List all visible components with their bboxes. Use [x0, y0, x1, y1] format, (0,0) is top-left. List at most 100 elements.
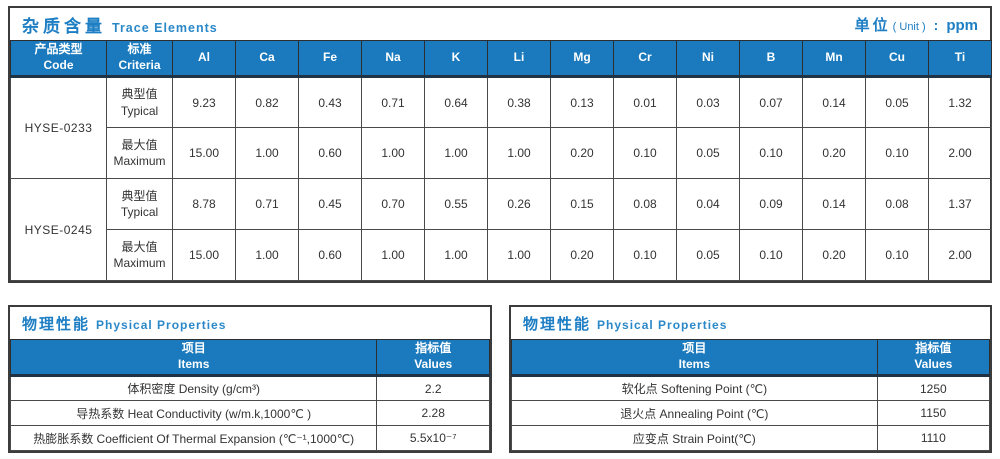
- table-row: HYSE-0233 典型值 Typical 9.23 0.82 0.43 0.71 0.64 0…: [10, 76, 992, 179]
- trace-value-cell: 0.10: [739, 229, 803, 281]
- trace-value-cell: 0.08: [865, 178, 929, 230]
- trace-value-cell: 0.20: [802, 127, 866, 179]
- element-column-header: Cr: [613, 40, 677, 78]
- trace-title-band: 杂质含量 Trace Elements 单位 ( Unit ) : ppm: [10, 8, 990, 40]
- physical-properties-grid-left: 项目 Items 指标值 Values 体积密度 Density (g/cm³)…: [9, 339, 490, 451]
- element-column-header: K: [424, 40, 488, 78]
- unit-label: 单位 ( Unit ) : ppm: [855, 14, 978, 35]
- trace-value-cell: 0.05: [676, 229, 740, 281]
- criteria-cell: 典型值 Typical: [106, 178, 173, 230]
- criteria-cn: 典型值: [121, 87, 158, 102]
- table-row: 软化点 Softening Point (℃) 1250: [511, 375, 991, 401]
- trace-value-cell: 1.00: [361, 127, 425, 179]
- trace-value-cell: 1.32: [928, 76, 992, 128]
- phys-left-title-en: Physical Properties: [96, 317, 227, 332]
- table-row: HYSE-0245 典型值 Typical 8.78 0.71 0.45 0.70 0.55 0…: [10, 178, 992, 281]
- trace-value-cell: 0.71: [235, 178, 299, 230]
- product-code-cell: HYSE-0233: [10, 76, 107, 179]
- trace-value-cell: 0.10: [613, 127, 677, 179]
- element-column-header: Mg: [550, 40, 614, 78]
- phys-left-values-header-en: Values: [414, 357, 453, 371]
- property-item-cell: 应变点 Strain Point(℃): [511, 425, 878, 451]
- column-header-code-cn: 产品类型: [34, 42, 83, 57]
- trace-value-cell: 0.10: [865, 229, 929, 281]
- trace-value-cell: 0.04: [676, 178, 740, 230]
- trace-value-cell: 1.00: [235, 229, 299, 281]
- trace-value-cell: 0.10: [613, 229, 677, 281]
- table-row: 导热系数 Heat Conductivity (w/m.k,1000℃ ) 2.2…: [9, 400, 490, 426]
- trace-value-cell: 0.82: [235, 76, 299, 128]
- physical-properties-panel-left: 物理性能 Physical Properties 项目 Items 指标值 Va…: [8, 305, 492, 453]
- criteria-en: Typical: [120, 205, 159, 219]
- property-value-cell: 5.5x10⁻⁷: [376, 425, 490, 451]
- criteria-en: Typical: [120, 103, 159, 118]
- trace-title-cn: 杂质含量: [22, 16, 106, 36]
- trace-value-cell: 0.07: [739, 76, 803, 128]
- table-row: 退火点 Annealing Point (℃) 1150: [511, 400, 991, 426]
- trace-value-cell: 0.15: [550, 178, 614, 230]
- phys-right-title-cn: 物理性能: [523, 315, 592, 333]
- property-value-cell: 1150: [876, 400, 991, 426]
- trace-value-cell: 0.10: [739, 127, 803, 179]
- trace-value-cell: 0.20: [550, 229, 614, 281]
- table-row: 应变点 Strain Point(℃) 1110: [511, 425, 991, 451]
- phys-right-values-header: 指标值 Values: [876, 339, 991, 377]
- property-item-cell: 热膨胀系数 Coefficient Of Thermal Expansion (…: [9, 425, 378, 451]
- element-column-header: Fe: [298, 40, 362, 78]
- phys-right-values-header-cn: 指标值: [915, 341, 952, 356]
- column-header-criteria-en: Criteria: [118, 58, 161, 72]
- unit-label-cn: 单位: [854, 16, 891, 34]
- element-column-header: Al: [172, 40, 236, 78]
- criteria-en: Maximum: [113, 256, 166, 270]
- element-column-header: Na: [361, 40, 425, 78]
- trace-value-cell: 0.38: [487, 76, 551, 128]
- property-item-cell: 导热系数 Heat Conductivity (w/m.k,1000℃ ): [9, 400, 378, 426]
- trace-value-cell: 0.08: [613, 178, 677, 230]
- trace-value-cell: 0.14: [802, 178, 866, 230]
- trace-value-cell: 0.09: [739, 178, 803, 230]
- element-column-header: Cu: [865, 40, 929, 78]
- phys-left-values-header-cn: 指标值: [415, 341, 452, 356]
- table-row: 热膨胀系数 Coefficient Of Thermal Expansion (…: [9, 425, 490, 451]
- phys-right-values-header-en: Values: [914, 357, 953, 371]
- phys-left-items-header: 项目 Items: [9, 339, 378, 377]
- column-header-code: 产品类型 Code: [10, 40, 107, 78]
- phys-left-items-header-en: Items: [178, 357, 210, 371]
- trace-value-cell: 2.00: [928, 127, 992, 179]
- trace-value-cell: 9.23: [172, 76, 236, 128]
- trace-value-cell: 0.20: [550, 127, 614, 179]
- criteria-cell: 典型值 Typical: [106, 76, 173, 128]
- element-column-header: Mn: [802, 40, 866, 78]
- trace-value-cell: 0.60: [298, 127, 362, 179]
- trace-value-cell: 0.13: [550, 76, 614, 128]
- property-value-cell: 2.2: [376, 375, 490, 401]
- trace-value-cell: 1.00: [424, 127, 488, 179]
- trace-value-cell: 1.00: [235, 127, 299, 179]
- element-column-header: Ti: [928, 40, 992, 78]
- element-column-header: Li: [487, 40, 551, 78]
- trace-value-cell: 0.03: [676, 76, 740, 128]
- trace-value-cell: 0.71: [361, 76, 425, 128]
- phys-right-items-header-en: Items: [678, 357, 710, 371]
- trace-value-cell: 15.00: [172, 229, 236, 281]
- trace-value-cell: 1.00: [487, 127, 551, 179]
- property-value-cell: 1250: [876, 375, 991, 401]
- trace-value-cell: 0.55: [424, 178, 488, 230]
- phys-right-items-header: 项目 Items: [511, 339, 878, 377]
- element-column-header: B: [739, 40, 803, 78]
- phys-right-items-header-cn: 项目: [682, 341, 707, 356]
- property-item-cell: 退火点 Annealing Point (℃): [511, 400, 878, 426]
- trace-title-en: Trace Elements: [112, 20, 218, 35]
- criteria-en: Maximum: [113, 154, 166, 168]
- column-header-criteria: 标准 Criteria: [106, 40, 173, 78]
- element-column-header: Ni: [676, 40, 740, 78]
- trace-value-cell: 0.64: [424, 76, 488, 128]
- trace-value-cell: 0.01: [613, 76, 677, 128]
- trace-value-cell: 0.43: [298, 76, 362, 128]
- element-column-header: Ca: [235, 40, 299, 78]
- trace-value-cell: 0.10: [865, 127, 929, 179]
- trace-value-cell: 0.05: [865, 76, 929, 128]
- phys-left-title-band: 物理性能 Physical Properties: [10, 307, 490, 339]
- trace-value-cell: 2.00: [928, 229, 992, 281]
- trace-value-cell: 0.05: [676, 127, 740, 179]
